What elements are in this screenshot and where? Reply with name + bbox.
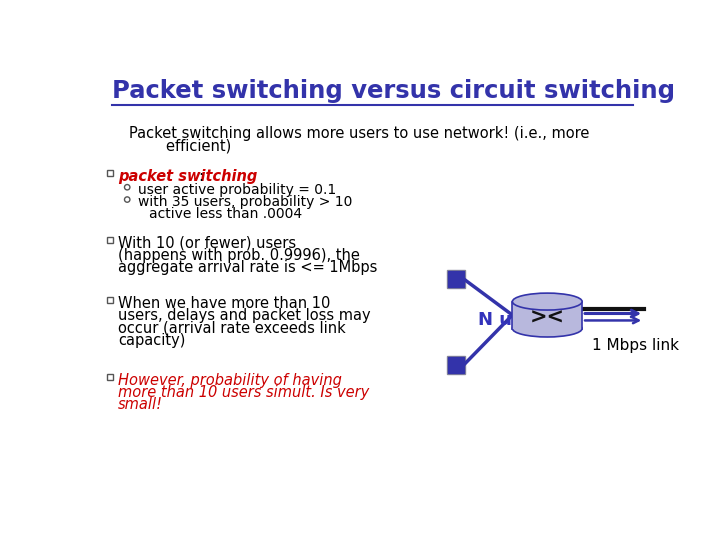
Bar (446, 356, 465, 374)
Ellipse shape (513, 320, 582, 337)
Bar (448, 271, 464, 287)
Bar (107, 374, 113, 380)
Text: more than 10 users simult. Is very: more than 10 users simult. Is very (118, 385, 369, 400)
Text: capacity): capacity) (118, 333, 185, 348)
Bar (446, 269, 465, 288)
Text: small!: small! (118, 397, 163, 413)
Text: occur (arrival rate exceeds link: occur (arrival rate exceeds link (118, 320, 346, 335)
Text: efficient): efficient) (129, 139, 231, 154)
Bar (107, 170, 113, 176)
Text: with 35 users, probability > 10: with 35 users, probability > 10 (138, 195, 352, 209)
Text: (happens with prob. 0.9996), the: (happens with prob. 0.9996), the (118, 248, 360, 263)
Text: packet switching: packet switching (118, 168, 257, 184)
Text: ><: >< (530, 308, 564, 328)
Bar (107, 237, 113, 242)
Text: With 10 (or fewer) users: With 10 (or fewer) users (118, 236, 296, 251)
Text: When we have more than 10: When we have more than 10 (118, 296, 330, 311)
Text: However, probability of having: However, probability of having (118, 373, 342, 388)
Bar (513, 301, 582, 328)
Text: active less than .0004: active less than .0004 (149, 207, 302, 221)
Text: user active probability = 0.1: user active probability = 0.1 (138, 183, 336, 197)
Ellipse shape (513, 293, 582, 310)
Text: :: : (199, 168, 204, 184)
Text: aggregate arrival rate is <= 1Mbps: aggregate arrival rate is <= 1Mbps (118, 260, 377, 275)
Text: 1 Mbps link: 1 Mbps link (593, 338, 679, 353)
Text: Packet switching allows more users to use network! (i.e., more: Packet switching allows more users to us… (129, 126, 589, 141)
Bar (448, 357, 464, 373)
Text: N users: N users (477, 311, 554, 329)
Text: users, delays and packet loss may: users, delays and packet loss may (118, 308, 371, 323)
Text: Packet switching versus circuit switching: Packet switching versus circuit switchin… (112, 79, 675, 103)
Bar (107, 296, 113, 303)
